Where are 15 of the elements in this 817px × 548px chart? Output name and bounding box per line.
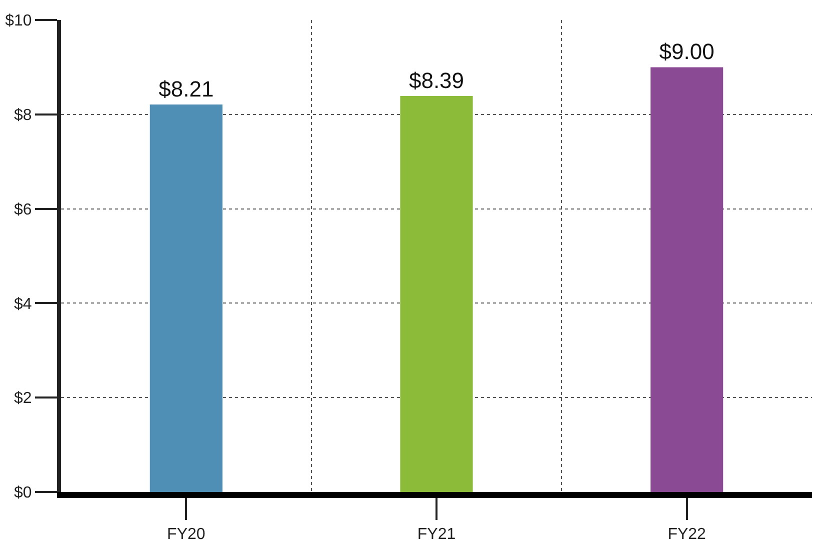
x-tick-label: FY21	[417, 526, 456, 544]
bar	[150, 104, 222, 492]
bar	[650, 67, 724, 492]
y-tick-label: $4	[14, 296, 32, 313]
data-label: $8.21	[158, 76, 214, 102]
bar	[400, 96, 473, 492]
y-tick-label: $0	[14, 484, 32, 502]
data-label: $9.00	[659, 39, 714, 64]
x-tick-label: FY20	[167, 526, 206, 544]
y-tick-label: $8	[14, 107, 32, 124]
data-label: $8.39	[408, 68, 464, 93]
y-tick-label: $10	[5, 12, 32, 30]
x-tick-label: FY22	[668, 526, 706, 544]
y-tick-label: $2	[14, 390, 32, 408]
y-tick-label: $6	[14, 201, 32, 218]
